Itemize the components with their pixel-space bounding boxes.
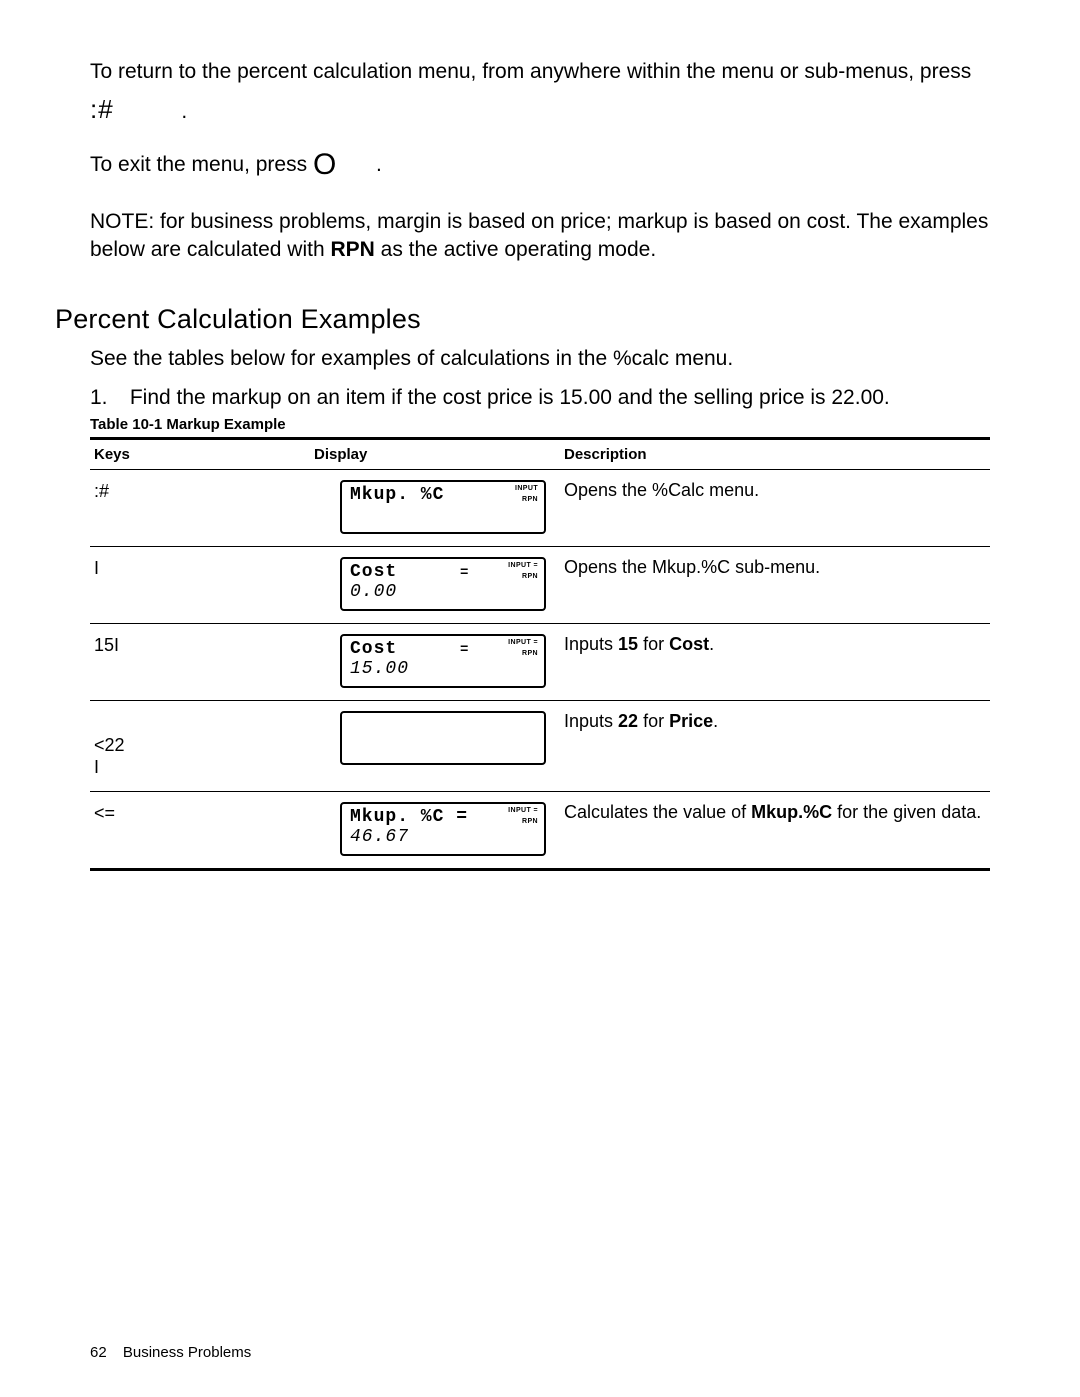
desc-cell: Inputs 22 for Price.	[560, 701, 990, 792]
section-heading: Percent Calculation Examples	[55, 304, 990, 335]
lcd-display: Cost = 0.00 INPUT = RPN	[340, 557, 546, 611]
table-row: <= Mkup. %C = 46.67 INPUT = RPN Calculat…	[90, 791, 990, 869]
table-row: :# Mkup. %C INPUT RPN Opens the %Calc me…	[90, 470, 990, 547]
keys-cell: I	[90, 547, 310, 624]
lcd-ann-top: INPUT =	[508, 639, 538, 646]
desc-post: for	[638, 634, 669, 654]
intro-p1-end: .	[181, 100, 187, 123]
display-cell: Mkup. %C INPUT RPN	[310, 470, 560, 547]
lcd-line1: Mkup. %C	[350, 486, 538, 504]
lcd-ann-top: INPUT	[515, 485, 538, 492]
desc-pre: Calculates the value of	[564, 802, 751, 822]
keys-text: I	[94, 558, 99, 578]
lcd-ann-top: INPUT =	[508, 807, 538, 814]
th-keys: Keys	[90, 439, 310, 470]
lcd-line2: 46.67	[350, 828, 538, 846]
lcd-ann-top: INPUT =	[508, 562, 538, 569]
keys-cell: <22 I	[90, 701, 310, 792]
markup-example-table: Keys Display Description :# Mkup. %C INP…	[90, 437, 990, 871]
keys-text: 15I	[94, 635, 119, 655]
desc-post2: .	[709, 634, 714, 654]
note-bold: RPN	[330, 238, 374, 261]
desc-bold: 22	[618, 711, 638, 731]
intro-p2b: .	[376, 153, 382, 176]
key-colon-hash: :#	[90, 94, 114, 124]
desc-bold: Mkup.%C	[751, 802, 832, 822]
list-text-1: Find the markup on an item if the cost p…	[130, 386, 890, 409]
desc-cell: Opens the Mkup.%C sub-menu.	[560, 547, 990, 624]
intro-p1: To return to the percent calculation men…	[90, 58, 990, 86]
desc-cell: Inputs 15 for Cost.	[560, 624, 990, 701]
desc-bold2: Price	[669, 711, 713, 731]
intro-p1-text: To return to the percent calculation men…	[90, 60, 971, 83]
intro-key1-line: :# .	[90, 92, 990, 127]
page-number: 62	[90, 1344, 107, 1361]
page-footer: 62 Business Problems	[90, 1344, 251, 1361]
lcd-display: Mkup. %C INPUT RPN	[340, 480, 546, 534]
lcd-display-empty	[340, 711, 546, 765]
display-cell	[310, 701, 560, 792]
list-item-1: 1. Find the markup on an item if the cos…	[90, 384, 990, 412]
display-cell: Cost = 15.00 INPUT = RPN	[310, 624, 560, 701]
lcd-ann-bot: RPN	[522, 650, 538, 657]
note-b: as the active operating mode.	[375, 238, 656, 261]
desc-text: Opens the %Calc menu.	[564, 480, 759, 500]
keys-text: :#	[94, 481, 109, 501]
table-row: 15I Cost = 15.00 INPUT = RPN Inputs 15 f…	[90, 624, 990, 701]
desc-post: for the given data.	[832, 802, 981, 822]
desc-bold2: Cost	[669, 634, 709, 654]
desc-post: for	[638, 711, 669, 731]
lcd-display: Cost = 15.00 INPUT = RPN	[340, 634, 546, 688]
section-lead: See the tables below for examples of cal…	[90, 345, 990, 373]
desc-cell: Calculates the value of Mkup.%C for the …	[560, 791, 990, 869]
lcd-line2: 0.00	[350, 583, 538, 601]
table-row: <22 I Inputs 22 for Price.	[90, 701, 990, 792]
desc-post2: .	[713, 711, 718, 731]
lcd-eq: =	[460, 642, 468, 658]
list-num-1: 1.	[90, 384, 124, 412]
table-header-row: Keys Display Description	[90, 439, 990, 470]
lcd-eq: =	[460, 565, 468, 581]
th-display: Display	[310, 439, 560, 470]
keys-cell: 15I	[90, 624, 310, 701]
desc-pre: Inputs	[564, 634, 618, 654]
lcd-display: Mkup. %C = 46.67 INPUT = RPN	[340, 802, 546, 856]
lcd-ann-bot: RPN	[522, 818, 538, 825]
lcd-ann-bot: RPN	[522, 573, 538, 580]
desc-bold: 15	[618, 634, 638, 654]
table-row: I Cost = 0.00 INPUT = RPN Opens the Mkup…	[90, 547, 990, 624]
desc-pre: Inputs	[564, 711, 618, 731]
keys-cell: <=	[90, 791, 310, 869]
desc-cell: Opens the %Calc menu.	[560, 470, 990, 547]
chapter-name: Business Problems	[123, 1344, 251, 1361]
keys-text: <=	[94, 803, 115, 823]
keys-text: <22 I	[94, 735, 125, 778]
intro-note: NOTE: for business problems, margin is b…	[90, 208, 990, 265]
keys-cell: :#	[90, 470, 310, 547]
table-caption: Table 10-1 Markup Example	[90, 416, 990, 433]
display-cell: Mkup. %C = 46.67 INPUT = RPN	[310, 791, 560, 869]
display-cell: Cost = 0.00 INPUT = RPN	[310, 547, 560, 624]
th-description: Description	[560, 439, 990, 470]
intro-p2: To exit the menu, press O .	[90, 151, 990, 179]
lcd-line2: 15.00	[350, 660, 538, 678]
intro-p2a: To exit the menu, press	[90, 153, 313, 176]
desc-text: Opens the Mkup.%C sub-menu.	[564, 557, 820, 577]
lcd-ann-bot: RPN	[522, 496, 538, 503]
